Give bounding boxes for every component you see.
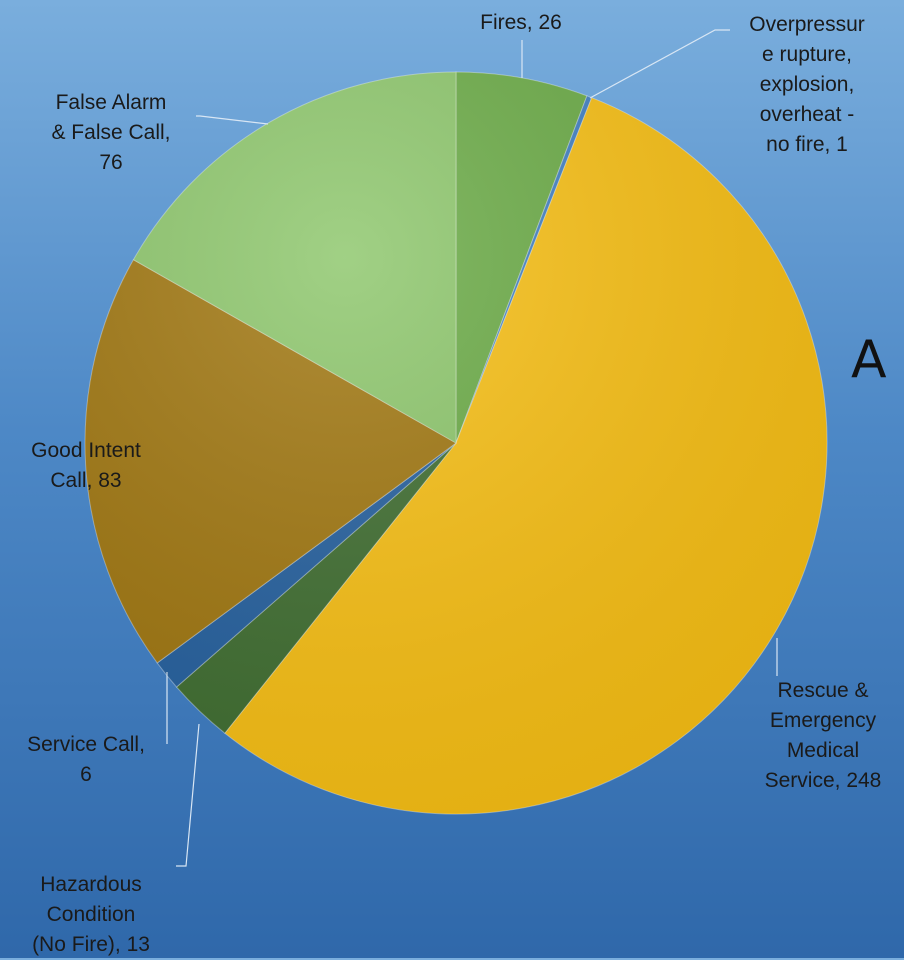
label-good-intent: Good Intent Call, 83 (31, 439, 141, 492)
leader-line-1 (589, 29, 730, 99)
leader-line-5 (196, 115, 269, 125)
label-service-call: Service Call, 6 (27, 733, 145, 786)
label-hazardous: Hazardous Condition (No Fire), 13 (32, 873, 150, 956)
label-fires: Fires, 26 (480, 11, 562, 34)
label-rescue-ems: Rescue & Emergency Medical Service, 248 (764, 679, 882, 792)
stray-letter: A (851, 330, 887, 390)
label-false-alarm: False Alarm & False Call, 76 (51, 91, 171, 174)
label-overpressure: Overpressur e rupture, explosion, overhe… (749, 13, 865, 156)
leader-line-3 (176, 723, 200, 867)
